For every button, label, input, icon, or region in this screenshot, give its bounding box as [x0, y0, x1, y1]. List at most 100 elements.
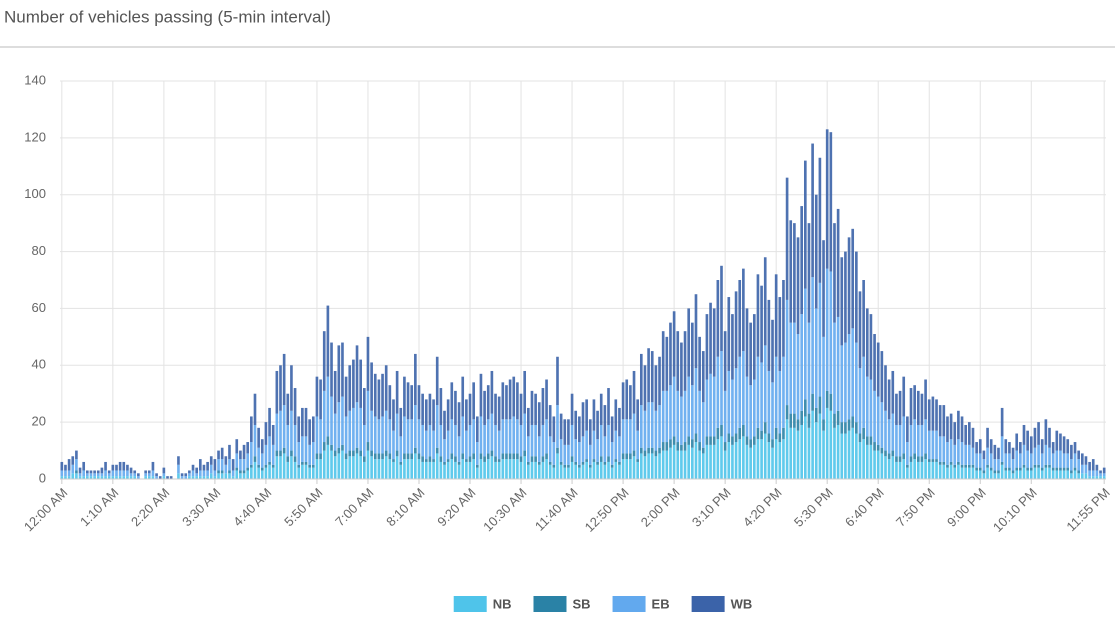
bar-segment: [1040, 470, 1044, 479]
bar-segment: [337, 402, 341, 448]
x-tick-label: 5:30 PM: [791, 485, 836, 530]
bar-segment: [567, 444, 570, 465]
bar-segment: [618, 464, 621, 479]
bar-segment: [93, 473, 96, 477]
legend-swatch: [533, 596, 567, 612]
bar-segment: [734, 368, 738, 434]
bar-segment: [1059, 467, 1062, 471]
bar-segment: [1022, 444, 1026, 465]
bar-segment: [847, 430, 851, 479]
bar-segment: [803, 399, 807, 417]
bar-segment: [829, 393, 833, 411]
bar-segment: [297, 464, 301, 468]
bar-segment: [745, 436, 749, 445]
bar-segment: [293, 461, 297, 479]
bar-segment: [516, 382, 519, 420]
bar-segment: [968, 422, 971, 445]
bar-segment: [913, 459, 916, 479]
bar-segment: [855, 422, 858, 434]
bar-segment: [618, 461, 621, 465]
bar-segment: [541, 424, 545, 457]
bar-segment: [275, 456, 279, 479]
bar-segment: [683, 331, 687, 391]
bar-segment: [403, 459, 406, 479]
bar-segment: [880, 453, 884, 479]
bar-segment: [559, 461, 563, 465]
legend-text: WB: [731, 596, 753, 611]
bar-segment: [712, 376, 716, 437]
bar-segment: [785, 419, 789, 479]
bar-segment: [570, 424, 574, 457]
bar-segment: [698, 442, 701, 451]
bar-segment: [1077, 450, 1080, 460]
bar-segment: [603, 464, 607, 479]
bar-segment: [432, 430, 435, 460]
bar-segment: [800, 206, 803, 315]
bar-segment: [545, 459, 548, 479]
bar-segment: [687, 444, 691, 479]
bar-segment: [417, 453, 421, 460]
bar-segment: [720, 436, 723, 479]
bar-segment: [384, 456, 388, 479]
bar-segment: [618, 407, 621, 437]
bar-segment: [527, 464, 530, 479]
bar-segment: [162, 467, 166, 474]
bar-segment: [527, 436, 530, 462]
bar-segment: [366, 442, 370, 451]
bar-segment: [552, 464, 556, 468]
x-tick-label: 3:30 AM: [179, 485, 223, 529]
bar-segment: [643, 365, 647, 411]
bar-segment: [734, 433, 738, 443]
bar-segment: [782, 427, 785, 440]
bar-segment: [822, 240, 825, 337]
bar-segment: [916, 461, 920, 479]
bar-segment: [86, 476, 89, 479]
x-tick-label: 4:20 PM: [740, 485, 785, 530]
bar-segment: [851, 328, 855, 417]
bar-segment: [727, 370, 731, 434]
bar-segment: [578, 416, 581, 443]
bar-segment: [508, 419, 512, 454]
bar-segment: [723, 442, 727, 451]
bar-segment: [333, 413, 337, 451]
bar-segment: [293, 424, 297, 457]
bar-segment: [537, 461, 541, 465]
bar-segment: [501, 419, 505, 454]
bar-segment: [774, 274, 778, 357]
bar-segment: [494, 456, 497, 462]
bar-segment: [745, 308, 749, 377]
bar-segment: [268, 461, 271, 465]
x-tick-label: 9:20 AM: [434, 485, 478, 529]
bar-segment: [1073, 470, 1077, 479]
bar-segment: [537, 436, 541, 462]
bar-segment: [632, 450, 636, 457]
bar-segment: [731, 444, 734, 479]
bar-segment: [177, 456, 180, 465]
bar-segment: [1037, 444, 1040, 465]
bar-segment: [898, 461, 902, 479]
bar-segment: [534, 461, 537, 479]
bar-segment: [198, 470, 202, 477]
bar-segment: [906, 467, 909, 479]
bar-segment: [89, 470, 93, 474]
bar-segment: [202, 476, 206, 479]
bar-segment: [257, 427, 260, 448]
bar-segment: [1070, 444, 1073, 460]
bar-segment: [392, 399, 395, 431]
bar-segment: [410, 453, 414, 460]
bar-segment: [927, 430, 931, 460]
bar-segment: [789, 220, 793, 323]
bar-segment: [709, 444, 712, 479]
bar-segment: [366, 450, 370, 479]
bar-segment: [279, 410, 282, 451]
bar-segment: [410, 419, 414, 454]
bar-segment: [957, 410, 960, 440]
bar-segment: [680, 450, 683, 479]
bar-segment: [264, 464, 268, 468]
bar-segment: [129, 476, 133, 479]
bar-segment: [1084, 464, 1088, 474]
bar-segment: [636, 399, 639, 431]
bar-segment: [366, 390, 370, 443]
bar-segment: [800, 314, 803, 411]
bar-segment: [705, 436, 709, 445]
